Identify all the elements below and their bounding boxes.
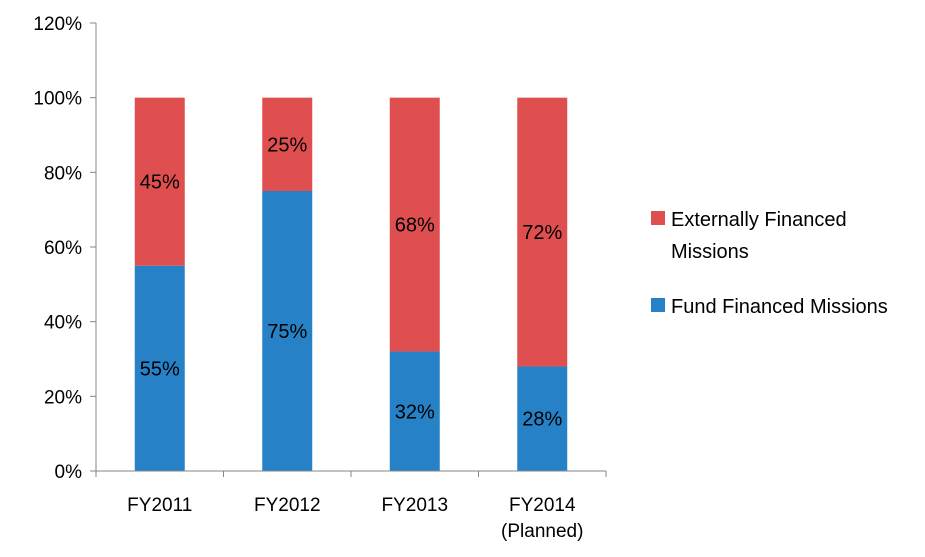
x-tick-label-3-line-1: (Planned) <box>501 521 583 542</box>
legend-label-external-line-0: Externally Financed <box>671 209 847 231</box>
y-tick-label-0: 0% <box>55 462 83 483</box>
data-label-fund-3: 28% <box>522 409 562 431</box>
data-label-fund-1: 75% <box>267 321 307 343</box>
bar-fund-3 <box>517 366 568 471</box>
labels-group: 55% 45% 75% 25% 32% 68% 28% 72% <box>140 134 563 430</box>
axes-group: 0% 20% 40% 60% 80% 100% 120% FY2011 FY2012 FY2013… <box>33 14 607 542</box>
legend-swatch-fund <box>651 298 665 312</box>
bar-fund-1 <box>262 191 313 471</box>
y-tick-label-2: 40% <box>44 313 82 334</box>
data-label-external-1: 25% <box>267 134 307 156</box>
data-label-external-0: 45% <box>140 172 180 194</box>
data-label-fund-0: 55% <box>140 358 180 380</box>
data-label-external-2: 68% <box>395 215 435 237</box>
y-tick-label-1: 20% <box>44 387 82 408</box>
data-label-fund-2: 32% <box>395 401 435 423</box>
x-tick-label-1: FY2012 <box>254 495 321 516</box>
legend-label-fund: Fund Financed Missions <box>671 296 888 318</box>
data-label-external-3: 72% <box>522 222 562 244</box>
x-tick-label-2: FY2013 <box>381 495 448 516</box>
bar-external-1 <box>262 97 313 191</box>
y-tick-label-6: 120% <box>33 14 82 35</box>
y-tick-label-5: 100% <box>33 89 82 110</box>
legend: Externally Financed Missions Fund Financed… <box>651 209 888 318</box>
bar-fund-2 <box>389 351 440 471</box>
legend-label-external-line-1: Missions <box>671 241 749 263</box>
bar-external-3 <box>517 97 568 367</box>
bar-external-2 <box>389 97 440 352</box>
bar-fund-0 <box>134 265 185 471</box>
bars-group <box>134 97 568 471</box>
y-tick-label-4: 80% <box>44 163 82 184</box>
x-tick-label-3-line-0: FY2014 <box>509 495 576 516</box>
bar-external-0 <box>134 97 185 266</box>
legend-swatch-external <box>651 211 665 225</box>
y-tick-label-3: 60% <box>44 238 82 259</box>
x-tick-label-0: FY2011 <box>127 495 192 516</box>
